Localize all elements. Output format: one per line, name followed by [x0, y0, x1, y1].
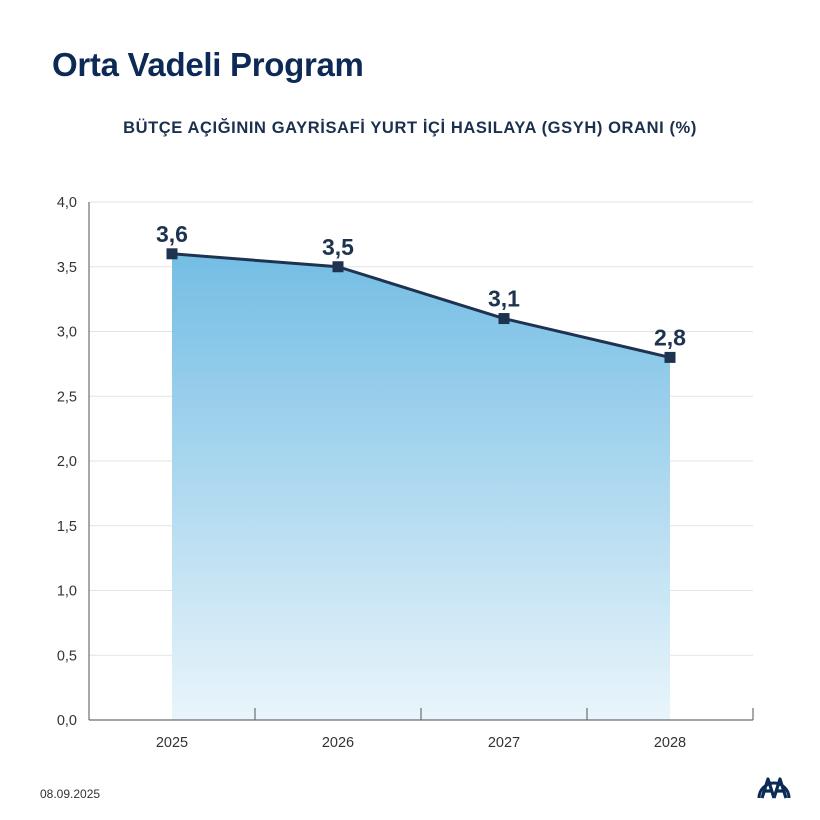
y-axis-tick-labels: 0,0 0,5 1,0 1,5 2,0 2,5 3,0 3,5 4,0 — [57, 195, 77, 729]
y-tick-label: 1,0 — [57, 584, 77, 600]
chart-subtitle: BÜTÇE AÇIĞININ GAYRİSAFİ YURT İÇİ HASILA… — [123, 119, 697, 137]
data-label: 3,1 — [488, 286, 520, 312]
x-tick-label: 2025 — [156, 735, 188, 751]
area-fill-group — [172, 253, 670, 721]
data-point-marker — [664, 351, 676, 363]
y-tick-label: 4,0 — [57, 195, 77, 211]
axes — [88, 202, 754, 721]
data-point-marker — [332, 261, 344, 273]
x-axis-tick-labels: 2025 2026 2027 2028 — [156, 735, 686, 751]
y-tick-label: 0,0 — [57, 713, 77, 729]
data-labels: 3,6 3,5 3,1 2,8 — [156, 221, 686, 351]
area-fill — [172, 253, 670, 721]
y-tick-label: 3,5 — [57, 260, 77, 276]
page-title: Orta Vadeli Program — [52, 46, 364, 83]
y-tick-label: 3,0 — [57, 325, 77, 341]
y-tick-label: 0,5 — [57, 648, 77, 664]
data-markers — [166, 248, 676, 363]
y-tick-label: 2,5 — [57, 389, 77, 405]
data-label: 3,6 — [156, 221, 188, 247]
date-stamp: 08.09.2025 — [40, 787, 101, 801]
data-point-marker — [166, 248, 178, 260]
y-tick-label: 1,5 — [57, 519, 77, 535]
x-tick-label: 2027 — [488, 735, 520, 751]
data-label: 2,8 — [654, 324, 686, 350]
series-line-group — [171, 252, 671, 359]
x-tick-label: 2028 — [654, 735, 686, 751]
aa-logo-icon — [757, 777, 791, 799]
data-point-marker — [498, 313, 510, 325]
x-tick-label: 2026 — [322, 735, 354, 751]
y-tick-label: 2,0 — [57, 454, 77, 470]
data-label: 3,5 — [322, 234, 354, 260]
series-line — [171, 252, 671, 359]
